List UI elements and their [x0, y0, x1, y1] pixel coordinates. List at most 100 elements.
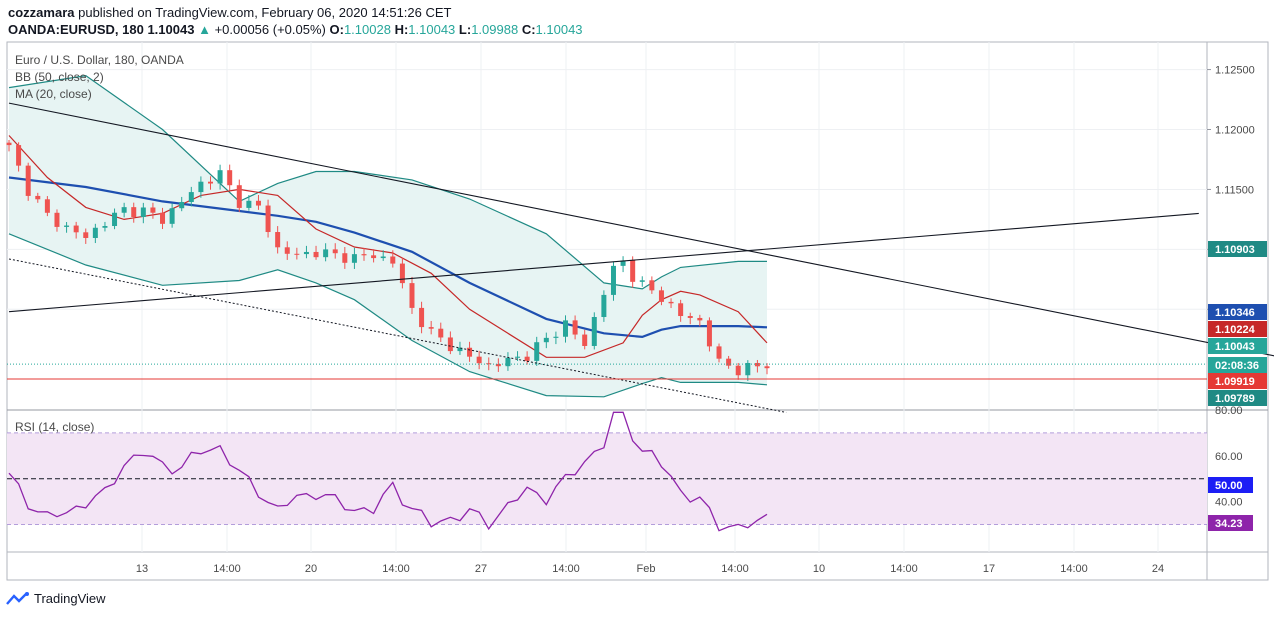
price-badge-label: 1.10043 [1215, 341, 1255, 353]
candle [649, 276, 655, 294]
high-value: 1.10043 [408, 22, 456, 37]
candle [255, 194, 261, 210]
rsi-legend[interactable]: RSI (14, close) [15, 420, 95, 434]
candle-body [745, 362, 751, 376]
tradingview-icon [6, 591, 29, 605]
x-tick-label: 10 [813, 563, 825, 575]
candle-body [563, 320, 569, 337]
price-badge: 02:08:36 [1208, 357, 1267, 373]
candle [150, 202, 156, 219]
candle-body [275, 232, 281, 248]
candle-body [25, 165, 31, 196]
candle-body [524, 356, 530, 361]
candle-body [697, 317, 703, 321]
rsi-badge-label: 34.23 [1215, 518, 1243, 530]
candles [6, 140, 770, 381]
author-name[interactable]: cozzamara [8, 5, 75, 20]
candle [706, 317, 712, 352]
candle-body [236, 185, 242, 208]
price-tick-label: 1.12500 [1215, 65, 1255, 77]
candle [505, 352, 511, 371]
candle [697, 314, 703, 327]
rsi-tick-label: 40.00 [1215, 497, 1243, 509]
published-text: published on TradingView.com, February 0… [78, 5, 452, 20]
trendline [8, 102, 1274, 357]
bb-legend[interactable]: BB (50, close, 2) [15, 70, 104, 84]
candle-body [553, 336, 559, 338]
candle [620, 256, 626, 273]
chart-title: Euro / U.S. Dollar, 180, OANDA [15, 53, 184, 67]
candle [83, 228, 89, 244]
candle [668, 298, 674, 309]
candle [6, 140, 12, 152]
price-badge-label: 1.09919 [1215, 376, 1255, 388]
candle [323, 243, 329, 262]
candle-body [687, 316, 693, 318]
candle [754, 359, 760, 373]
last-price: 1.10043 [147, 22, 195, 37]
candle-body [207, 181, 213, 184]
candle [102, 221, 108, 232]
candle [591, 312, 597, 350]
candle-body [380, 256, 386, 259]
candle-body [54, 212, 60, 227]
candle [678, 299, 684, 322]
candle [332, 243, 338, 259]
candle [601, 290, 607, 322]
candle-body [371, 255, 377, 259]
x-tick-label: 13 [136, 563, 148, 575]
candle [207, 176, 213, 190]
candle [390, 250, 396, 268]
bb-basis-line [8, 176, 768, 339]
ma-legend[interactable]: MA (20, close) [15, 87, 92, 101]
candle-body [486, 363, 492, 365]
candle [563, 315, 569, 343]
candle-body [457, 347, 463, 352]
candle-body [409, 283, 415, 308]
candle-body [92, 227, 98, 238]
candle-body [83, 232, 89, 238]
candle [572, 315, 578, 340]
candle [217, 164, 223, 190]
price-badge-label: 02:08:36 [1215, 360, 1259, 372]
candle [227, 164, 233, 191]
candle-body [179, 202, 185, 209]
x-tick-label: 14:00 [382, 563, 410, 575]
price-badge: 1.10903 [1208, 241, 1267, 257]
candle-body [16, 145, 22, 166]
price-change: +0.00056 (+0.05%) [214, 22, 326, 37]
open-label: O: [329, 22, 344, 37]
price-badge: 1.10346 [1208, 304, 1267, 320]
candle-body [160, 212, 166, 224]
candle [284, 241, 290, 260]
price-badge-bg [1208, 321, 1267, 337]
candle-body [610, 265, 616, 295]
rsi-badge-bg [1208, 515, 1253, 531]
bb-lower-line [8, 233, 768, 398]
candle [543, 332, 549, 349]
x-tick-label: 14:00 [890, 563, 918, 575]
candle [236, 179, 242, 212]
candle [639, 276, 645, 287]
candle-body [294, 253, 300, 255]
candle [735, 362, 741, 380]
tradingview-logo[interactable]: TradingView [6, 591, 106, 606]
candle [35, 192, 41, 203]
candle-body [255, 200, 261, 206]
candle-body [726, 358, 732, 366]
candle-body [140, 207, 146, 217]
candle [582, 329, 588, 350]
price-badge-label: 1.10903 [1215, 244, 1255, 256]
candle [447, 331, 453, 355]
low-value: 1.09988 [471, 22, 519, 37]
candle-body [361, 254, 367, 256]
candle-body [639, 280, 645, 282]
open-value: 1.10028 [343, 22, 391, 37]
candle [716, 343, 722, 363]
candle [112, 208, 118, 230]
candle-body [591, 317, 597, 346]
candle-body [303, 251, 309, 255]
rsi-badge-label: 50.00 [1215, 480, 1243, 492]
x-tick-label: 14:00 [213, 563, 241, 575]
